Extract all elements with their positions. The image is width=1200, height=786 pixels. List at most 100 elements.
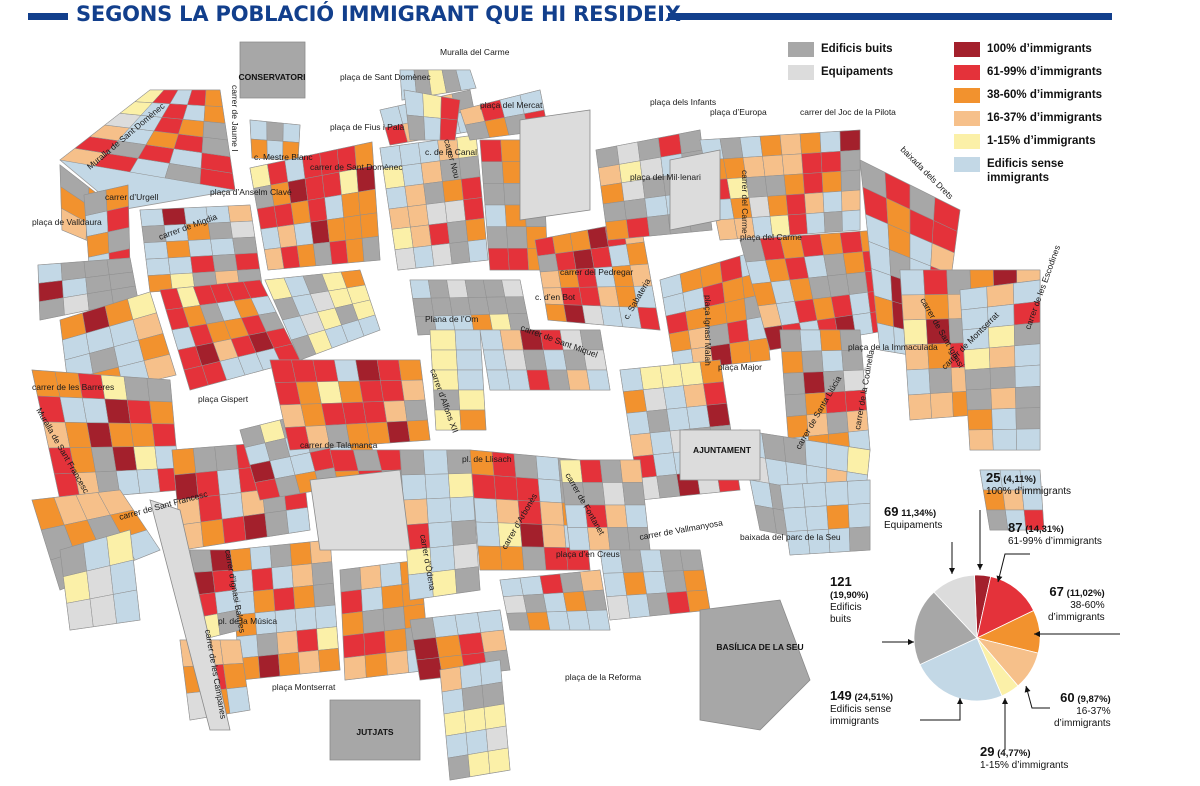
building (762, 154, 785, 177)
building (399, 449, 426, 476)
street-label-c-mestre-blanc: c. Mestre Blanc (254, 152, 313, 162)
pie-desc-buits-b: buits (830, 614, 852, 625)
building (428, 279, 450, 299)
building (739, 136, 763, 158)
building (37, 263, 63, 284)
building (146, 378, 173, 403)
building (801, 350, 824, 373)
building (521, 546, 547, 571)
building (446, 220, 469, 244)
building (289, 541, 312, 566)
building (420, 160, 443, 185)
building (149, 400, 175, 425)
building (188, 239, 213, 257)
building (86, 565, 114, 600)
building (578, 286, 601, 307)
building (779, 329, 802, 352)
building (1015, 407, 1041, 430)
landmark-label-jutjats: JUTJATS (356, 727, 393, 737)
title-rule-right (668, 13, 1112, 20)
building (826, 411, 849, 435)
building (526, 369, 551, 391)
building (663, 570, 687, 593)
building (477, 545, 503, 571)
building (86, 422, 113, 448)
building (82, 397, 109, 424)
building (428, 222, 450, 246)
building (310, 219, 330, 245)
building (285, 507, 311, 534)
building (486, 296, 509, 315)
pie-desc-sense-a: Edificis sense (830, 704, 892, 715)
street-label-c-canal: c. de la Canal (425, 147, 477, 157)
street-label-placa-europa: plaça d’Europa (710, 107, 767, 117)
building (63, 570, 91, 604)
building (123, 376, 150, 402)
street-label-carrer-barreres: carrer de les Barreres (32, 382, 114, 392)
landmark-building (669, 149, 721, 231)
building (219, 639, 244, 665)
street-label-placa-carme: plaça del Carme (740, 232, 802, 242)
building (401, 163, 424, 187)
building (460, 176, 483, 201)
legend-label-pct16-37: 16-37% d’immigrants (987, 112, 1103, 124)
building (267, 160, 289, 186)
pie-pct-buits: (19,90%) (830, 590, 869, 601)
building (823, 253, 847, 277)
building (765, 457, 789, 488)
pie-label-pct100: 25 (4,11%) 100% d’immigrants (986, 471, 1071, 498)
building (964, 368, 992, 391)
building (959, 286, 988, 311)
building (479, 659, 503, 686)
street-label-placa-valldaura: plaça de Valldaura (32, 217, 102, 227)
building (376, 359, 402, 381)
building (448, 473, 474, 499)
building (200, 518, 225, 547)
building (334, 359, 360, 382)
building (386, 420, 411, 444)
building (202, 121, 228, 141)
street-label-carrer-pedregar: carrer del Pedregar (560, 267, 633, 277)
building (986, 283, 1015, 308)
building (113, 589, 141, 624)
building (362, 608, 385, 634)
building (764, 174, 787, 197)
building (359, 380, 384, 403)
building (143, 354, 177, 382)
building (130, 423, 156, 447)
legend-label-sense: Edificis sense immigrants (987, 158, 1064, 184)
pie-desc-equip: Equipaments (884, 520, 943, 531)
building (539, 270, 562, 289)
building (171, 448, 197, 476)
building (413, 637, 440, 661)
street-label-pl-musica: pl. de la Música (218, 616, 277, 626)
pie-pct-pct100: (4,11%) (1003, 474, 1036, 485)
building (489, 313, 512, 332)
pie-label-pct38-60: 67 (11,02%) 38-60% d’immigrants (1048, 585, 1105, 624)
building (569, 229, 592, 252)
building (1015, 386, 1041, 409)
building (683, 383, 707, 408)
pie-pct-sense: (24,51%) (854, 692, 894, 703)
building (534, 236, 556, 257)
building (143, 241, 169, 260)
pie-leader-arrow (1002, 698, 1008, 704)
building (243, 513, 268, 541)
building (1016, 428, 1041, 451)
building (543, 592, 567, 613)
title-rule-left (28, 13, 68, 20)
street-label-placa-major: plaça Major (718, 362, 762, 372)
building (316, 626, 339, 651)
building (506, 612, 531, 631)
building (106, 529, 134, 566)
building (471, 473, 497, 500)
city-map: CONSERVATORI BASÍLICA DE LA SEU JUTJATS AJU… (31, 41, 1062, 781)
building (293, 585, 316, 610)
pie-count-pct16-37: 60 (1060, 690, 1075, 705)
building (282, 123, 301, 143)
building (441, 688, 465, 715)
building (484, 204, 507, 227)
building (380, 380, 405, 402)
pie-count-buits: 121 (830, 574, 852, 589)
building (439, 118, 458, 141)
